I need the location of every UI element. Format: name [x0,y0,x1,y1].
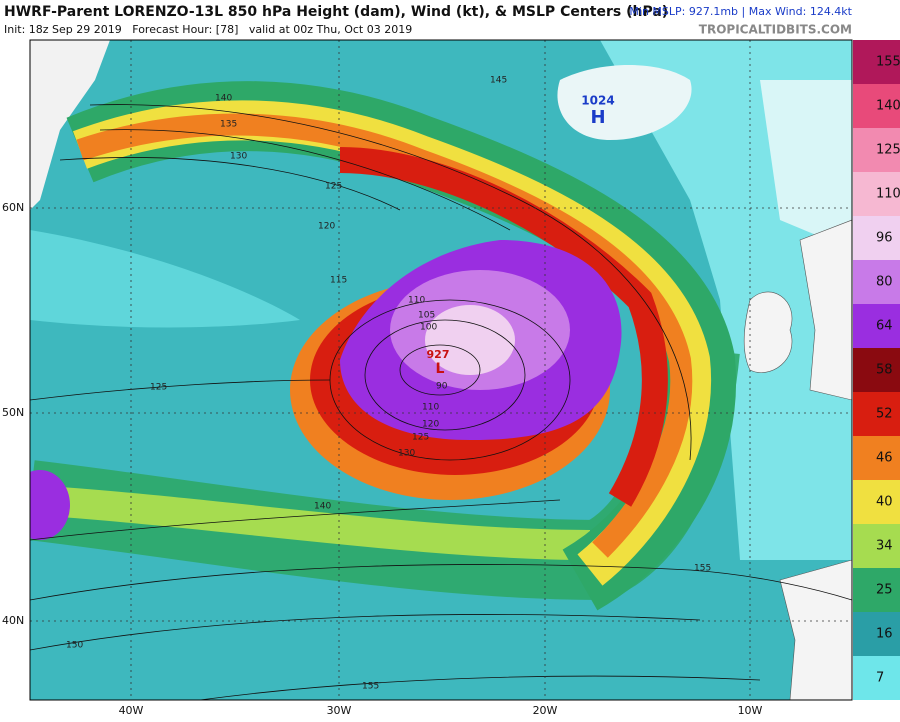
colorbar-swatch [853,524,900,568]
contour-label: 125 [150,383,167,393]
height-contours [30,104,852,700]
colorbar-swatch [853,84,900,128]
colorbar-label: 40 [876,495,893,510]
contour-label: 105 [418,311,435,321]
lon-label: 20W [533,704,558,717]
ireland [743,291,793,373]
colorbar-swatch [853,216,900,260]
colorbar-label: 64 [876,319,893,334]
iceland [557,65,692,140]
colorbar-label: 96 [876,231,893,246]
contour-label: 90 [436,382,448,392]
contour-label: 145 [490,76,507,86]
light-area [760,80,852,250]
colorbar-swatch [853,172,900,216]
colorbar-label: 46 [876,451,893,466]
contour-label: 140 [314,502,331,512]
contour-label: 115 [330,276,347,286]
high-pressure: 1024 [581,94,614,108]
contour-label: 125 [325,182,342,192]
britain [799,219,852,401]
wind-band [30,485,591,560]
colorbar-swatch [853,392,900,436]
colorbar-label: 58 [876,363,893,378]
colorbar-label: 125 [876,143,900,158]
greenland [30,40,110,210]
colorbar-swatch [853,304,900,348]
map-area: 140 135 130 125 120 115 110 105 100 90 1… [30,40,852,700]
colorbar-swatch [853,480,900,524]
low-letter: L [436,361,445,377]
colorbar-label: 155 [876,55,900,70]
contour-label: 120 [422,420,439,430]
colorbar-swatch [853,128,900,172]
lon-label: 30W [327,704,352,717]
contour-label: 140 [215,94,232,104]
contour-label: 100 [420,323,437,333]
colorbar-label: 7 [876,671,884,686]
storm-stats: Min MSLP: 927.1mb | Max Wind: 124.4kt [629,5,852,18]
contour-label: 120 [318,222,335,232]
low-pressure: 927 [427,348,450,361]
colorbar-swatch [853,568,900,612]
jet-band [339,147,668,507]
lat-label: 60N [2,201,24,214]
colorbar-swatch [853,348,900,392]
wind-max [30,470,70,540]
colorbar-label: 25 [876,583,893,598]
init-info: Init: 18z Sep 29 2019 Forecast Hour: [78… [4,23,412,36]
graticule [30,40,852,700]
contour-label: 135 [220,120,237,130]
contour-label: 130 [230,152,247,162]
site: TROPICALTIDBITS.COM [699,23,852,37]
colorbar-label: 110 [876,187,900,202]
contour-label: 130 [398,449,415,459]
colorbar-label: 140 [876,99,900,114]
light-wind-area [30,230,300,328]
map-frame [29,39,853,701]
colorbar-swatch [853,612,900,656]
lon-label: 10W [738,704,763,717]
contour-label: 155 [362,682,379,692]
colorbar-swatch [853,656,900,700]
colorbar-swatch [853,436,900,480]
colorbar-swatch [853,260,900,304]
contour-label: 110 [408,296,425,306]
contour-label: 125 [412,433,429,443]
lat-label: 50N [2,406,24,419]
storm-core [425,305,515,375]
colorbar-label: 52 [876,407,893,422]
colorbar-label: 34 [876,539,893,554]
contour-label: 155 [694,564,711,574]
colorbar: 155 140 125 110 96 80 64 58 52 46 40 34 25 16 7 [853,40,900,700]
high-letter: H [590,107,605,128]
lat-label: 40N [2,614,24,627]
colorbar-label: 16 [876,627,893,642]
contour-label: 150 [66,641,83,651]
lon-label: 40W [119,704,144,717]
colorbar-label: 80 [876,275,893,290]
colorbar-swatch [853,40,900,84]
contour-label: 110 [422,403,439,413]
title: HWRF-Parent LORENZO-13L 850 hPa Height (… [4,4,668,20]
